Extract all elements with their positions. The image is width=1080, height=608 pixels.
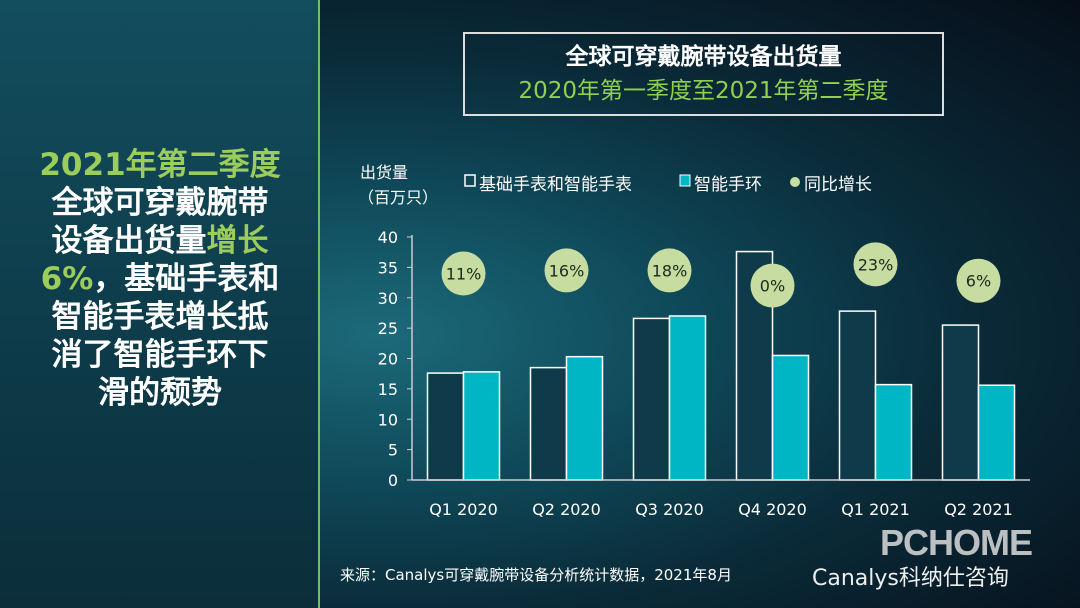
bar-smart-band bbox=[977, 384, 1016, 481]
legend-swatch-band bbox=[679, 174, 691, 187]
x-tick-label: Q1 2021 bbox=[841, 500, 910, 519]
divider-line bbox=[318, 0, 320, 608]
chart-title: 全球可穿戴腕带设备出货量 bbox=[565, 44, 842, 70]
headline-line: 2021年第二季度 bbox=[39, 147, 281, 183]
x-tick-label: Q2 2021 bbox=[944, 500, 1013, 519]
growth-label: 11% bbox=[446, 264, 482, 283]
x-tick-label: Q4 2020 bbox=[738, 500, 807, 519]
bar-basic-smartwatch bbox=[838, 310, 877, 481]
weibo-watermark: Canalys科纳仕咨询 bbox=[812, 566, 1009, 591]
legend-swatch-growth bbox=[790, 177, 800, 187]
growth-label: 0% bbox=[760, 277, 785, 296]
bar-smart-band bbox=[565, 355, 604, 481]
headline-text: 6% bbox=[40, 261, 94, 297]
chart-title-box: 全球可穿戴腕带设备出货量 2020年第一季度至2021年第二季度 bbox=[463, 32, 944, 116]
bar-smart-band bbox=[462, 371, 501, 481]
growth-bubble bbox=[750, 263, 795, 308]
x-tick-label: Q2 2020 bbox=[532, 500, 601, 519]
bar-basic-smartwatch bbox=[632, 317, 671, 481]
y-tick-label: 25 bbox=[378, 319, 398, 338]
bar-smart-band bbox=[771, 354, 810, 481]
x-tick-label: Q3 2020 bbox=[635, 500, 704, 519]
bar-basic-smartwatch bbox=[941, 324, 980, 481]
y-tick-label: 35 bbox=[378, 258, 398, 277]
source-note: 来源：Canalys可穿戴腕带设备分析统计数据，2021年8月 bbox=[340, 566, 732, 584]
bar-basic-smartwatch bbox=[426, 372, 465, 481]
growth-label: 18% bbox=[652, 261, 688, 280]
headline: 2021年第二季度 全球可穿戴腕带 设备出货量增长 6%，基础手表和 智能手表增… bbox=[10, 146, 310, 412]
bar-smart-band bbox=[874, 383, 913, 481]
headline-line: 全球可穿戴腕带 bbox=[51, 185, 269, 221]
legend-label: 同比增长 bbox=[804, 175, 872, 195]
bar-smart-band bbox=[668, 315, 707, 481]
legend-label: 智能手环 bbox=[694, 175, 762, 195]
y-tick-label: 0 bbox=[388, 471, 398, 490]
headline-line: 智能手表增长抵 bbox=[51, 299, 269, 335]
y-tick-label: 20 bbox=[378, 350, 398, 369]
growth-label: 6% bbox=[966, 272, 991, 291]
headline-line: 滑的颓势 bbox=[98, 375, 222, 411]
y-tick-label: 30 bbox=[378, 289, 398, 308]
y-tick-label: 15 bbox=[378, 380, 398, 399]
y-axis-label: 出货量 bbox=[360, 163, 408, 182]
y-tick-label: 10 bbox=[378, 410, 398, 429]
growth-label: 23% bbox=[858, 255, 894, 274]
y-tick-label: 40 bbox=[378, 228, 398, 247]
x-tick-label: Q1 2020 bbox=[429, 500, 498, 519]
growth-bubble bbox=[441, 251, 486, 296]
legend-swatch-basic bbox=[464, 174, 476, 187]
headline-text: ，基础手表和 bbox=[93, 261, 280, 297]
bar-basic-smartwatch bbox=[529, 366, 568, 481]
growth-bubble bbox=[647, 248, 692, 293]
legend-label: 基础手表和智能手表 bbox=[479, 175, 632, 195]
growth-bubble bbox=[956, 258, 1001, 303]
headline-text: 设备出货量 bbox=[51, 223, 207, 259]
pchome-logo: PCHOME bbox=[880, 522, 1033, 563]
growth-bubble bbox=[544, 248, 589, 293]
headline-line: 消了智能手环下 bbox=[51, 337, 269, 373]
growth-bubble bbox=[853, 242, 898, 287]
growth-label: 16% bbox=[549, 261, 585, 280]
left-panel bbox=[0, 0, 318, 608]
chart-subtitle: 2020年第一季度至2021年第二季度 bbox=[518, 78, 889, 104]
y-tick-label: 5 bbox=[388, 441, 398, 460]
y-axis-label: （百万只） bbox=[358, 188, 438, 207]
headline-text: 增长 bbox=[206, 223, 269, 259]
